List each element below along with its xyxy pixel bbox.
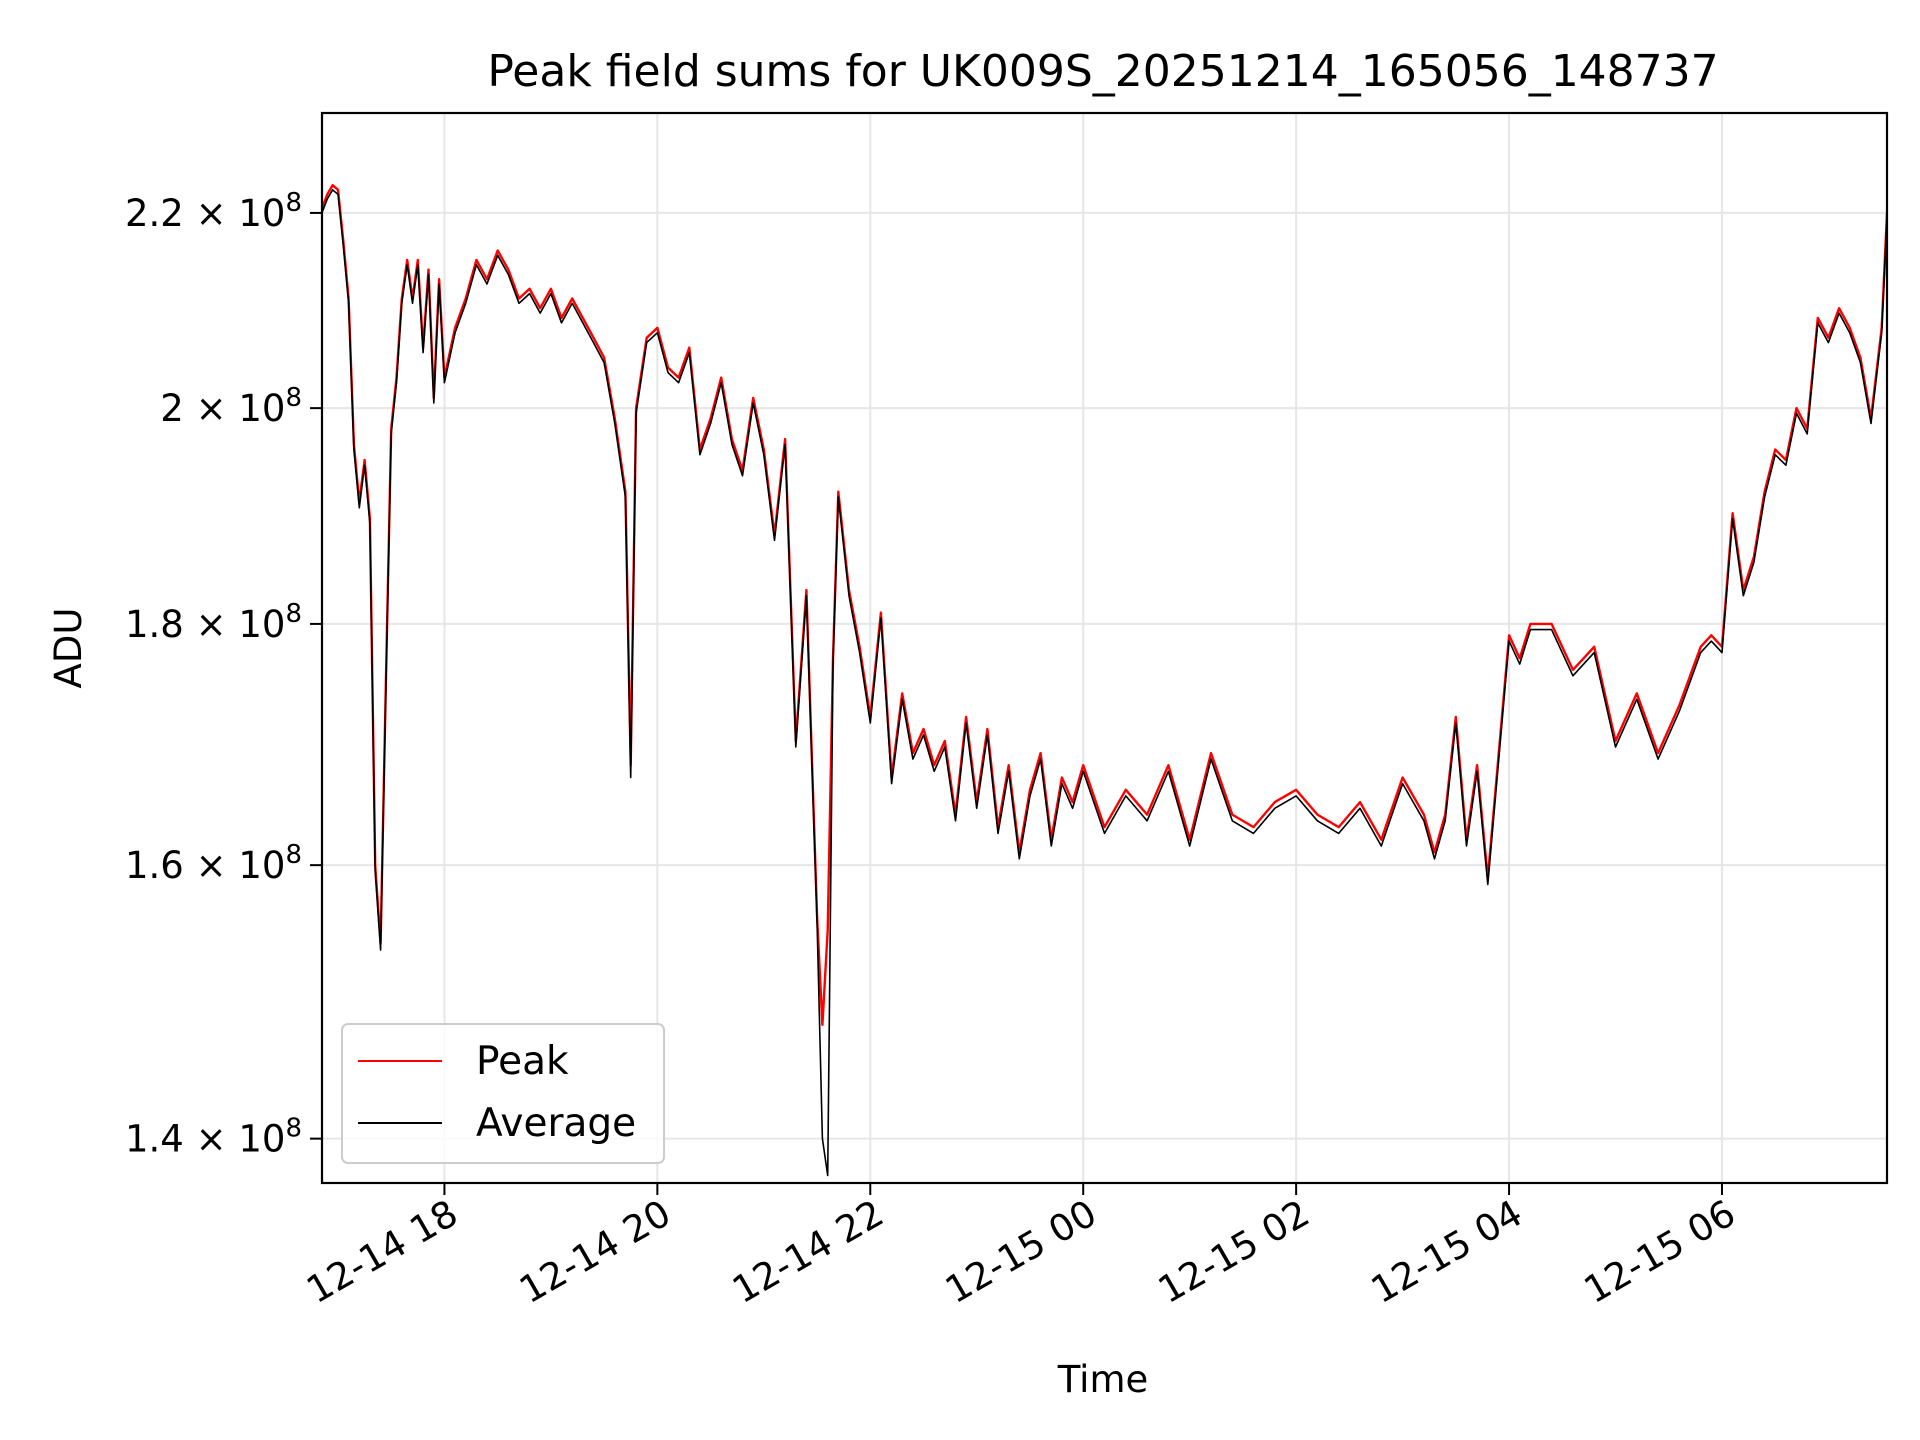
plot-frame [320, 111, 1889, 1185]
legend: Peak Average [341, 1023, 665, 1164]
y-axis-ticks: 1.4 × 108 1.6 × 108 1.8 × 108 2 × 108 2.2 × … [125, 188, 322, 1161]
y-tick-label: 1.4 × 108 [125, 1114, 302, 1161]
x-axis-label: Time [1057, 1358, 1149, 1401]
y-tick-label: 2.2 × 108 [125, 188, 302, 235]
legend-box [341, 1023, 665, 1164]
legend-average-label: Average [476, 1101, 636, 1146]
legend-peak-label: Peak [476, 1039, 569, 1084]
series-line-average [322, 189, 1887, 1177]
chart-title: Peak field sums for UK009S_20251214_1650… [487, 46, 1718, 97]
y-axis-label: ADU [47, 608, 90, 689]
plot-series [322, 183, 1887, 1177]
y-tick-label: 1.6 × 108 [125, 840, 302, 887]
y-tick-label: 2 × 108 [160, 383, 302, 430]
y-tick-label: 1.8 × 108 [125, 599, 302, 646]
